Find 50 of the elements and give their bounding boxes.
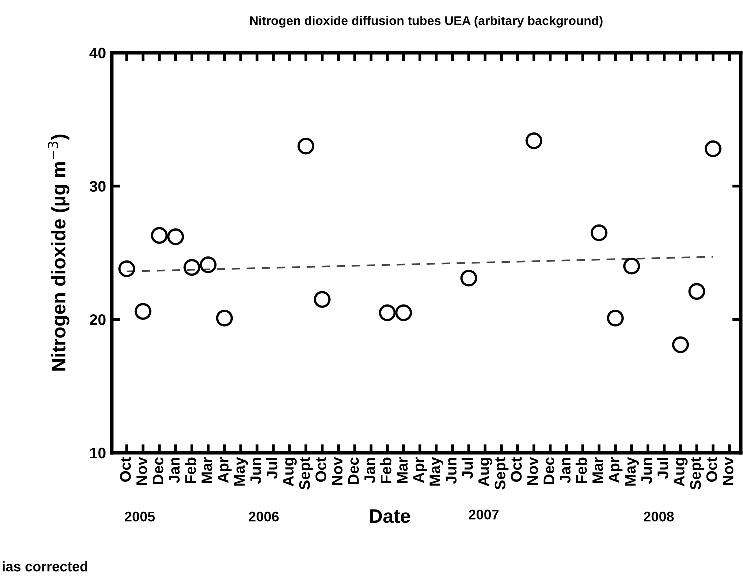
x-tick-label: Oct [511, 457, 522, 482]
x-tick-label: Aug [674, 458, 688, 486]
x-tick-label: Feb [576, 458, 588, 484]
x-tick-label: Nov [528, 457, 538, 486]
y-tick-label: 10 [90, 448, 106, 459]
x-tick-label: Jul [462, 458, 474, 480]
text: 2007 [469, 510, 499, 520]
x-tick-label: Jun [642, 458, 652, 484]
x-tick-label: Jan [560, 458, 571, 484]
text: 2005 [125, 512, 156, 522]
x-tick-label: Mar [592, 457, 604, 484]
x-tick-label: May [234, 457, 248, 486]
x-tick-label: Aug [283, 458, 297, 486]
y-tick-label: 30 [90, 181, 106, 192]
x-tick-label: Sept [690, 457, 704, 490]
x-tick-label: Apr [414, 457, 428, 484]
x-axis-title: Date [370, 510, 410, 524]
x-tick-label: Aug [478, 458, 492, 486]
x-tick-label: Sept [299, 457, 314, 490]
x-tick-label: Oct [120, 457, 132, 482]
chart-title: Nitrogen dioxide diffusion tubes UEA (arbitary background) [250, 16, 603, 28]
y-axis-title: Nitrogen dioxide (µg m$^{−3}$) [48, 134, 70, 371]
text: 2006 [249, 512, 279, 522]
x-tick-label: Oct [316, 457, 327, 482]
x-tick-label: Apr [609, 457, 623, 484]
x-tick-label: Mar [202, 457, 213, 484]
x-tick-label: May [625, 457, 639, 486]
x-tick-label: Dec [544, 458, 555, 484]
x-tick-label: Jul [266, 458, 278, 480]
y-tick-label: 40 [90, 48, 106, 59]
x-tick-label: Jul [657, 458, 669, 480]
x-tick-label: Jun [446, 458, 457, 484]
x-tick-label: Nov [332, 457, 343, 486]
x-tick-label: Jan [169, 458, 180, 484]
x-tick-label: Jan [364, 458, 376, 484]
text: ias corrected [2, 562, 88, 572]
x-tick-label: Mar [397, 457, 408, 484]
x-tick-label: Jun [250, 458, 262, 484]
x-tick-label: May [430, 457, 444, 486]
x-tick-label: Nov [723, 457, 734, 486]
x-tick-label: Oct [706, 457, 718, 482]
text: 2008 [644, 512, 674, 522]
x-tick-label: Sept [494, 457, 509, 490]
y-tick-label: 20 [90, 314, 106, 326]
x-tick-label: Nov [136, 457, 148, 486]
x-tick-label: Feb [380, 458, 392, 484]
x-tick-label: Apr [218, 457, 232, 484]
x-tick-label: Dec [153, 458, 164, 484]
x-tick-label: Dec [348, 458, 360, 484]
x-tick-label: Feb [185, 458, 196, 484]
